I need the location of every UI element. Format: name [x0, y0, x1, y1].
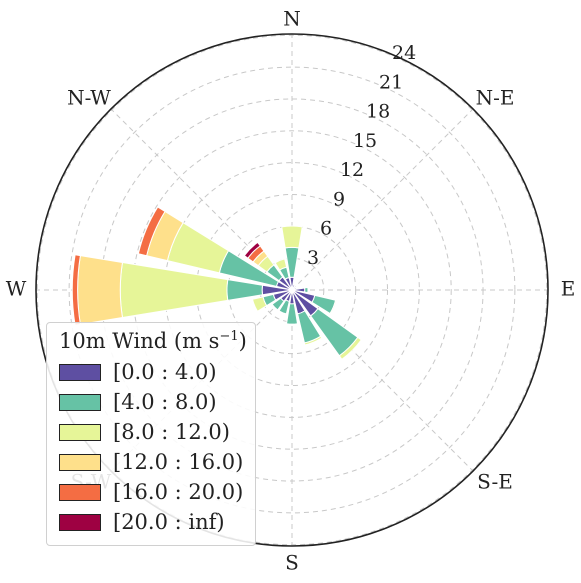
legend-swatch — [59, 513, 101, 531]
legend-label: [12.0 : 16.0) — [113, 450, 244, 474]
radial-tick-24: 24 — [392, 42, 416, 64]
direction-label-s-e: S-E — [477, 470, 513, 494]
radial-tick-12: 12 — [340, 159, 364, 181]
direction-label-w: W — [6, 277, 27, 301]
legend-entry-2: [4.0 : 8.0) — [59, 387, 245, 417]
legend-swatch — [59, 423, 101, 441]
bar-sw-bin-2 — [271, 297, 285, 311]
radial-tick-6: 6 — [320, 218, 332, 240]
legend-entry-1: [0.0 : 4.0) — [59, 357, 245, 387]
outer-circle — [35, 33, 549, 547]
legend-label: [8.0 : 12.0) — [113, 420, 230, 444]
bar-s-bin-2 — [285, 303, 299, 325]
direction-label-n-e: N-E — [476, 85, 515, 109]
bar-se-bin-3 — [338, 336, 362, 360]
bar-e-bin-2 — [304, 286, 309, 294]
wind-bars — [71, 206, 362, 360]
bar-wsw-bin-3 — [251, 296, 268, 313]
legend: 10m Wind (m s−1) [0.0 : 4.0) [4.0 : 8.0) [… — [46, 322, 256, 546]
radial-tick-21: 21 — [379, 71, 403, 93]
legend-swatch — [59, 363, 101, 381]
legend-entry-3: [8.0 : 12.0) — [59, 417, 245, 447]
bar-ese-bin-3 — [329, 299, 338, 315]
legend-swatch — [59, 483, 101, 501]
legend-entry-6: [20.0 : inf) — [59, 507, 245, 537]
legend-swatch — [59, 453, 101, 471]
radial-tick-3: 3 — [307, 247, 319, 269]
legend-label: [4.0 : 8.0) — [113, 390, 217, 414]
radial-tick-15: 15 — [353, 130, 377, 152]
grid-spoke-2 — [291, 108, 474, 291]
direction-label-e: E — [561, 277, 576, 301]
bar-nnw-bin-3 — [274, 258, 288, 271]
legend-label: [16.0 : 20.0) — [113, 480, 244, 504]
direction-label-n: N — [283, 7, 301, 31]
bar-w-bin-2 — [226, 278, 264, 302]
radial-tick-labels: 369 12 15 18 21 24 — [307, 42, 416, 269]
grid-spoke-4 — [291, 289, 474, 472]
legend-label: [20.0 : inf) — [113, 510, 225, 534]
bar-w-bin-5 — [71, 254, 81, 326]
grid-ring-7 — [68, 66, 516, 514]
legend-label: [0.0 : 4.0) — [113, 360, 217, 384]
legend-title: 10m Wind (m s−1) — [59, 329, 247, 353]
bar-sse-bin-3 — [303, 335, 323, 346]
radial-tick-9: 9 — [333, 188, 345, 210]
radial-tick-18: 18 — [366, 101, 390, 123]
direction-label-n-w: N-W — [67, 85, 111, 109]
legend-entry-5: [16.0 : 20.0) — [59, 477, 245, 507]
bar-nw-bin-6 — [243, 241, 261, 259]
bar-n-bin-3 — [281, 225, 303, 249]
bar-ssw-bin-2 — [278, 299, 290, 315]
direction-label-s: S — [285, 551, 299, 575]
grid-spoke-8 — [110, 108, 293, 291]
bar-w-bin-4 — [77, 255, 124, 325]
legend-entry-4: [12.0 : 16.0) — [59, 447, 245, 477]
bar-wnw-bin-5 — [137, 206, 166, 257]
legend-swatch — [59, 393, 101, 411]
